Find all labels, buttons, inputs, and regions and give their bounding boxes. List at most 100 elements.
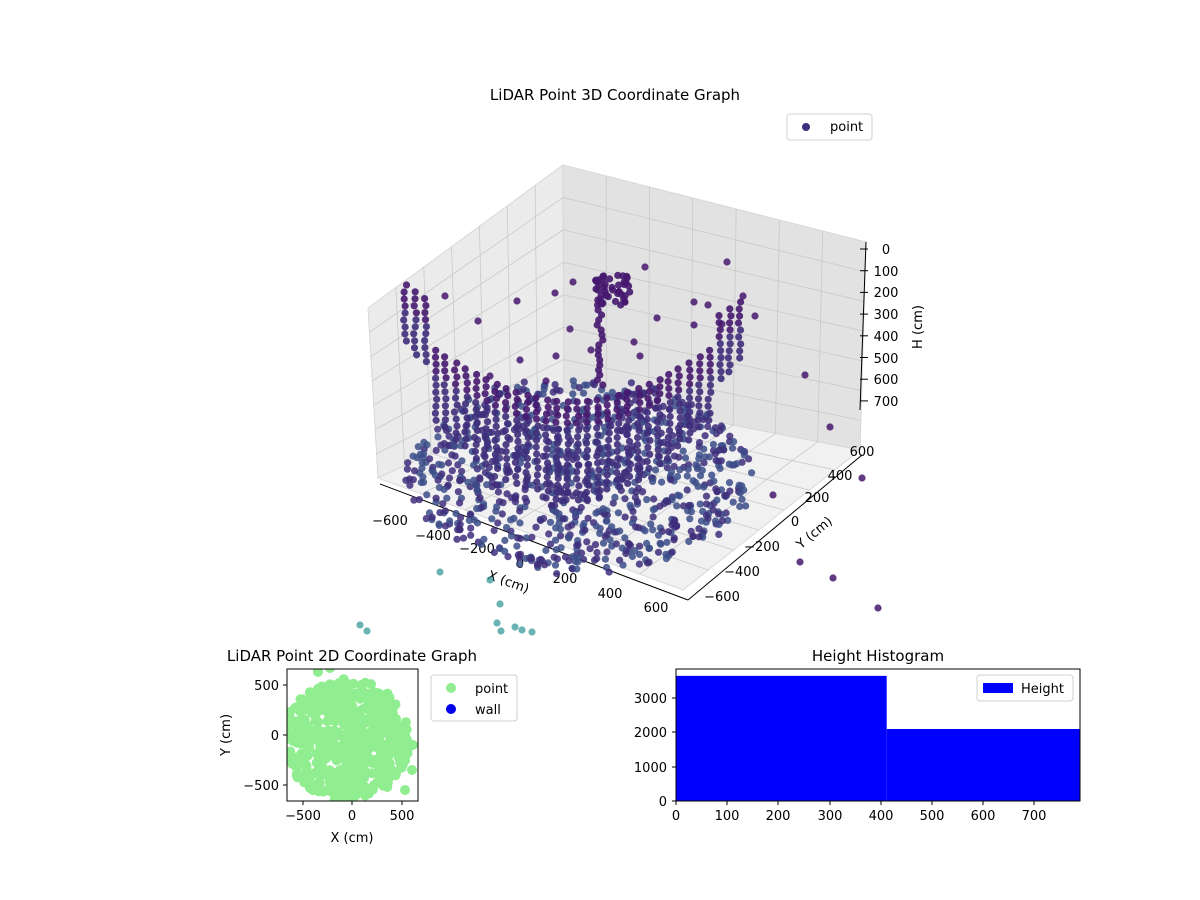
data-point <box>686 408 694 416</box>
data-point <box>486 372 494 380</box>
data-point <box>522 405 531 414</box>
z-ticks-3d: 0 100 200 300 400 500 600 700 <box>874 243 899 410</box>
data-point <box>476 475 484 483</box>
data-point <box>551 289 559 297</box>
data-point <box>593 424 601 432</box>
data-point <box>634 462 642 470</box>
data-point <box>463 393 471 401</box>
data-point <box>649 477 657 485</box>
data-point <box>664 447 672 456</box>
data-point <box>654 531 663 539</box>
data-point <box>291 752 302 763</box>
z-tick-label: 700 <box>874 395 899 410</box>
data-point <box>553 570 561 578</box>
data-point <box>704 402 712 410</box>
data-point <box>729 498 737 506</box>
data-point <box>700 459 708 467</box>
data-point <box>441 367 449 375</box>
z-tick-label: 500 <box>874 352 899 367</box>
data-point <box>579 389 588 397</box>
data-point <box>574 447 582 455</box>
data-point <box>491 387 499 395</box>
data-point <box>696 500 704 508</box>
data-point <box>554 467 562 475</box>
data-point <box>511 451 519 459</box>
data-point <box>615 412 623 421</box>
data-point <box>593 376 602 384</box>
data-point <box>544 403 552 411</box>
data-point <box>540 385 548 393</box>
data-point <box>574 440 582 448</box>
data-point <box>441 507 449 515</box>
data-point <box>444 459 453 467</box>
data-point <box>374 731 385 742</box>
data-point <box>532 523 540 531</box>
data-point <box>533 429 541 437</box>
data-point <box>664 440 672 449</box>
data-point <box>739 292 747 300</box>
data-point <box>376 708 387 719</box>
y-axis-label-3d: Y (cm) <box>793 514 836 553</box>
data-point <box>577 503 585 512</box>
legend-3d-label: point <box>830 120 863 135</box>
data-point <box>318 786 329 797</box>
x-tick-label: 300 <box>818 809 843 824</box>
data-point <box>453 359 461 367</box>
data-point <box>685 436 693 444</box>
data-point <box>542 494 550 502</box>
data-point <box>714 457 722 465</box>
data-point <box>652 466 660 474</box>
data-point <box>702 511 711 520</box>
data-point <box>696 367 704 375</box>
data-point <box>643 559 652 567</box>
data-point <box>726 340 734 348</box>
panel-histogram: Height Histogram 0 100 200 300 400 500 6… <box>634 647 1081 824</box>
data-point <box>554 446 562 454</box>
data-point <box>441 423 449 431</box>
data-point <box>596 356 604 364</box>
data-point <box>502 413 510 421</box>
data-point <box>697 517 706 525</box>
data-point <box>684 401 692 409</box>
data-point <box>706 353 714 361</box>
data-point <box>411 337 419 345</box>
data-point <box>435 520 443 528</box>
data-point <box>463 386 471 394</box>
data-point <box>656 411 664 419</box>
data-point <box>503 469 511 477</box>
data-point <box>603 394 611 402</box>
data-point <box>609 499 617 507</box>
x-tick-label: 0 <box>672 809 680 824</box>
data-point <box>476 494 484 502</box>
data-point <box>432 446 440 455</box>
data-point <box>467 531 475 539</box>
data-point <box>725 479 734 487</box>
data-point <box>623 395 631 403</box>
point-cloud-3d <box>356 258 882 636</box>
data-point <box>401 330 409 338</box>
data-point <box>676 414 684 422</box>
data-point <box>603 464 611 472</box>
data-point <box>684 465 692 473</box>
data-point <box>492 457 500 465</box>
grid-line <box>534 185 538 405</box>
data-point <box>563 426 571 434</box>
data-point <box>552 546 560 554</box>
data-point <box>318 697 329 708</box>
data-point <box>401 323 409 331</box>
data-point <box>463 414 471 422</box>
data-point <box>874 604 882 612</box>
data-point <box>528 628 536 636</box>
data-point <box>603 485 611 493</box>
data-point <box>367 784 378 795</box>
data-point <box>625 465 633 473</box>
data-point <box>445 474 454 482</box>
data-point <box>523 498 531 506</box>
grid-line <box>563 261 864 332</box>
data-point <box>636 542 644 550</box>
grid-line <box>369 197 564 333</box>
data-point <box>565 557 573 565</box>
data-point <box>605 429 613 437</box>
data-point <box>593 396 601 404</box>
data-point <box>472 440 480 449</box>
